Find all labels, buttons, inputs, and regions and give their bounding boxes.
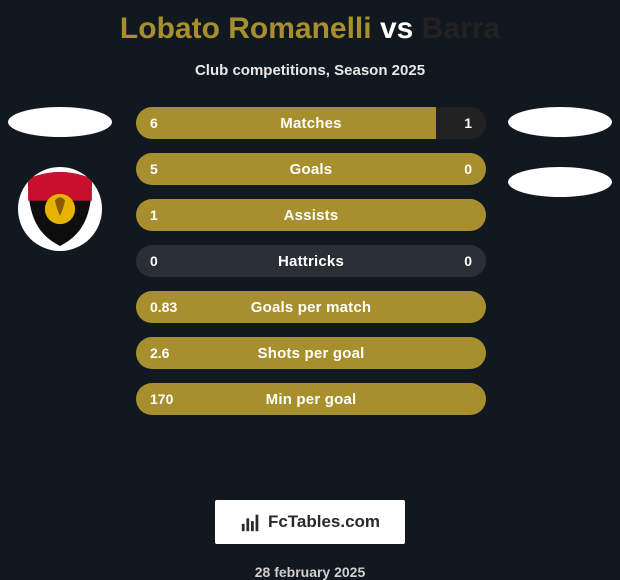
footer-date: 28 february 2025	[255, 564, 366, 580]
stat-label: Matches	[136, 107, 486, 139]
right-logos	[500, 107, 620, 197]
brand-badge[interactable]: FcTables.com	[215, 500, 405, 544]
page-title: Lobato Romanelli vs Barra	[120, 12, 500, 46]
stats-list: 61Matches 50Goals 1Assists 00Hattricks 0.83G…	[136, 107, 486, 415]
club-logo-left	[18, 167, 102, 251]
brand-text: FcTables.com	[268, 512, 380, 532]
stat-label: Assists	[136, 199, 486, 231]
stat-row: 170Min per goal	[136, 383, 486, 415]
shield-icon	[18, 167, 102, 251]
stat-row: 0.83Goals per match	[136, 291, 486, 323]
stat-row: 00Hattricks	[136, 245, 486, 277]
country-flag-placeholder-left	[8, 107, 112, 137]
stat-row: 2.6Shots per goal	[136, 337, 486, 369]
stat-row: 61Matches	[136, 107, 486, 139]
content-area: 61Matches 50Goals 1Assists 00Hattricks 0.83G…	[0, 107, 620, 476]
stat-label: Goals	[136, 153, 486, 185]
player-right-name: Barra	[422, 12, 500, 45]
stat-row: 1Assists	[136, 199, 486, 231]
bar-chart-icon	[240, 511, 262, 533]
comparison-card: Lobato Romanelli vs Barra Club competiti…	[0, 0, 620, 580]
stat-label: Shots per goal	[136, 337, 486, 369]
country-flag-placeholder-right	[508, 107, 612, 137]
left-logos	[0, 107, 120, 251]
stat-label: Hattricks	[136, 245, 486, 277]
subtitle: Club competitions, Season 2025	[195, 62, 425, 79]
stat-label: Goals per match	[136, 291, 486, 323]
stat-row: 50Goals	[136, 153, 486, 185]
title-vs: vs	[380, 12, 413, 45]
player-left-name: Lobato Romanelli	[120, 12, 372, 45]
club-logo-placeholder-right	[508, 167, 612, 197]
stat-label: Min per goal	[136, 383, 486, 415]
